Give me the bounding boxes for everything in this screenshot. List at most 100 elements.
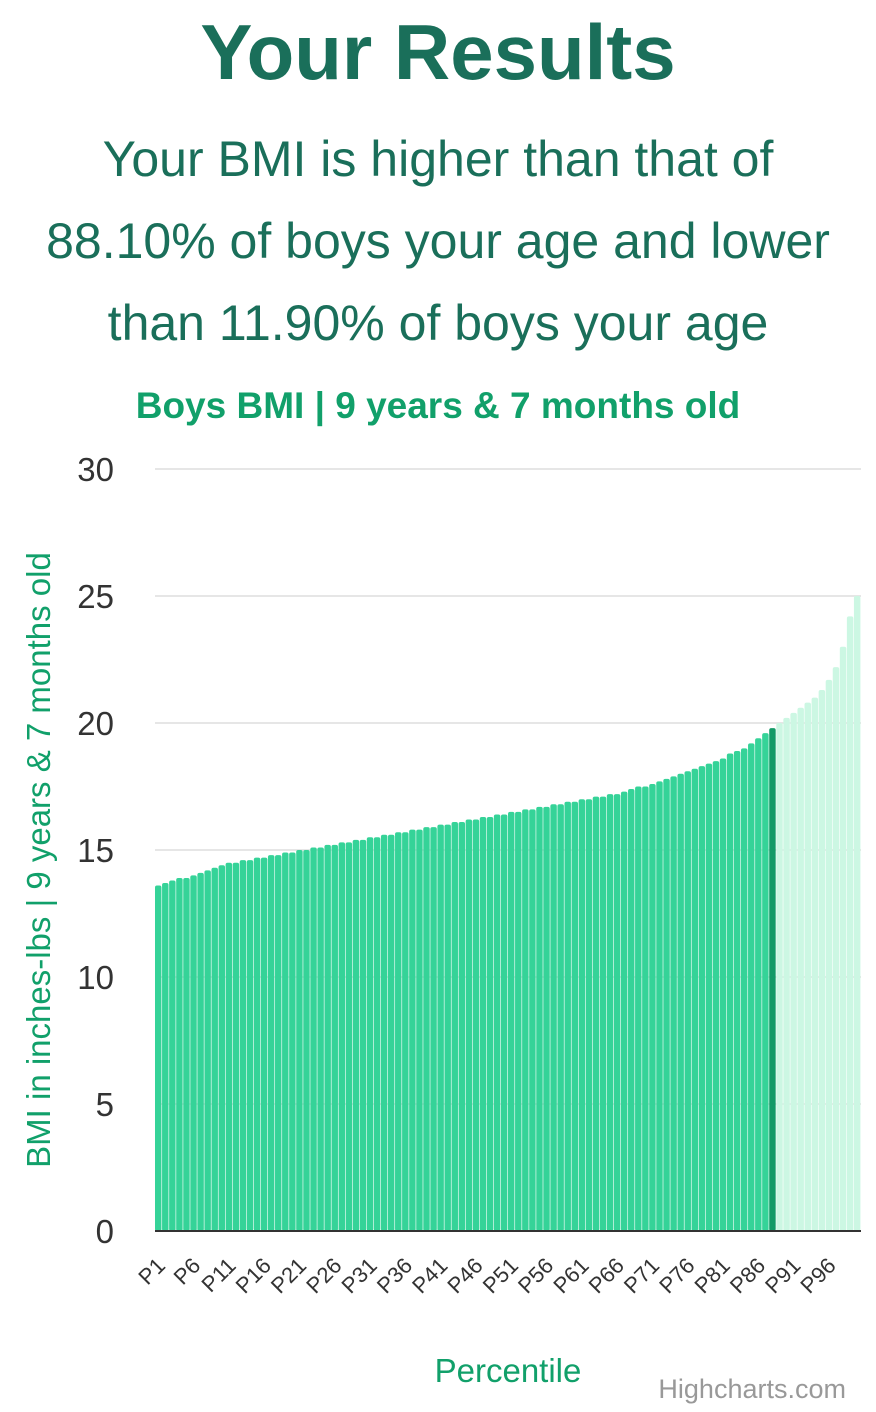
bar-P23[interactable]: [310, 847, 317, 1231]
bar-P18[interactable]: [275, 855, 282, 1231]
bar-P75[interactable]: [677, 773, 684, 1231]
bar-P98[interactable]: [839, 646, 847, 1231]
bar-P21[interactable]: [296, 850, 303, 1231]
bar-P71[interactable]: [649, 783, 656, 1231]
bar-P91[interactable]: [790, 712, 797, 1231]
bar-P35[interactable]: [395, 832, 402, 1231]
bar-P2[interactable]: [162, 883, 169, 1231]
bar-P32[interactable]: [373, 837, 381, 1231]
bar-P45[interactable]: [465, 819, 473, 1231]
bar-P78[interactable]: [698, 766, 706, 1231]
bar-P94[interactable]: [811, 697, 819, 1231]
bar-P52[interactable]: [515, 811, 522, 1231]
bar-P1[interactable]: [155, 885, 162, 1231]
bar-P70[interactable]: [642, 786, 649, 1232]
bar-P9[interactable]: [211, 867, 218, 1231]
bar-P66[interactable]: [613, 794, 621, 1231]
bar-P25[interactable]: [324, 844, 331, 1231]
bar-P74[interactable]: [670, 776, 677, 1231]
bar-P38[interactable]: [416, 829, 423, 1231]
bar-P81[interactable]: [719, 758, 727, 1231]
bar-P48[interactable]: [486, 816, 494, 1231]
bar-P82[interactable]: [726, 753, 734, 1231]
bar-P36[interactable]: [402, 832, 409, 1231]
bar-P99[interactable]: [846, 616, 854, 1231]
bar-P58[interactable]: [557, 804, 564, 1231]
bar-P68[interactable]: [628, 789, 635, 1231]
bar-P61[interactable]: [578, 799, 586, 1231]
bar-P34[interactable]: [387, 834, 395, 1231]
credits-link[interactable]: Highcharts.com: [658, 1374, 846, 1404]
bar-P93[interactable]: [804, 702, 811, 1231]
bar-P63[interactable]: [592, 796, 600, 1231]
bar-P86[interactable]: [755, 738, 762, 1231]
bar-P64[interactable]: [599, 796, 607, 1231]
bar-P76[interactable]: [684, 771, 691, 1231]
bar-P14[interactable]: [246, 860, 254, 1231]
bar-P11[interactable]: [225, 862, 233, 1231]
bar-P54[interactable]: [529, 809, 536, 1231]
bar-P69[interactable]: [635, 786, 642, 1232]
bar-P43[interactable]: [451, 822, 458, 1231]
bar-P29[interactable]: [352, 839, 360, 1231]
bar-P27[interactable]: [338, 842, 346, 1231]
bar-P80[interactable]: [712, 761, 720, 1231]
bar-P62[interactable]: [585, 799, 593, 1231]
bar-P13[interactable]: [239, 860, 247, 1231]
bar-P87[interactable]: [762, 733, 769, 1231]
bar-P90[interactable]: [783, 717, 790, 1231]
bar-P16[interactable]: [260, 857, 268, 1231]
bar-P15[interactable]: [253, 857, 261, 1231]
bar-P96[interactable]: [825, 679, 833, 1231]
bar-P17[interactable]: [267, 855, 275, 1231]
bar-P72[interactable]: [656, 781, 663, 1231]
bar-P39[interactable]: [423, 827, 430, 1231]
bar-P26[interactable]: [331, 844, 338, 1231]
bar-P8[interactable]: [204, 870, 211, 1231]
bar-P83[interactable]: [733, 750, 741, 1231]
bar-P12[interactable]: [232, 862, 240, 1231]
bar-P92[interactable]: [797, 707, 804, 1231]
bar-P56[interactable]: [543, 806, 550, 1231]
bar-P88[interactable]: [769, 728, 776, 1231]
bar-P46[interactable]: [472, 819, 480, 1231]
bar-P51[interactable]: [508, 811, 515, 1231]
bar-P84[interactable]: [740, 748, 748, 1231]
bar-P100[interactable]: [853, 596, 861, 1231]
bar-P44[interactable]: [458, 822, 466, 1231]
bar-P19[interactable]: [282, 852, 289, 1231]
bar-P42[interactable]: [444, 824, 451, 1231]
bar-P40[interactable]: [430, 827, 437, 1231]
bar-P79[interactable]: [705, 763, 713, 1231]
bar-P85[interactable]: [748, 743, 755, 1231]
bar-P65[interactable]: [606, 794, 614, 1231]
bar-P6[interactable]: [190, 875, 197, 1231]
bar-P7[interactable]: [197, 872, 204, 1231]
bar-P53[interactable]: [522, 809, 529, 1231]
bar-P41[interactable]: [437, 824, 444, 1231]
bar-P37[interactable]: [409, 829, 416, 1231]
bar-P22[interactable]: [303, 850, 310, 1231]
bar-P3[interactable]: [169, 880, 176, 1231]
bar-P30[interactable]: [359, 839, 367, 1231]
bar-P77[interactable]: [691, 768, 699, 1231]
bar-P97[interactable]: [832, 667, 840, 1231]
bar-series[interactable]: [155, 596, 861, 1232]
bar-P67[interactable]: [620, 791, 628, 1231]
bar-P60[interactable]: [571, 801, 578, 1231]
bar-P89[interactable]: [776, 723, 783, 1231]
bar-P55[interactable]: [536, 806, 543, 1231]
bar-P5[interactable]: [183, 877, 190, 1231]
bar-P50[interactable]: [500, 814, 508, 1231]
bar-P73[interactable]: [663, 778, 670, 1231]
bar-P57[interactable]: [550, 804, 557, 1231]
bar-P4[interactable]: [176, 877, 183, 1231]
bar-P33[interactable]: [380, 834, 388, 1231]
bar-P31[interactable]: [366, 837, 374, 1231]
bar-P24[interactable]: [317, 847, 324, 1231]
bar-P28[interactable]: [345, 842, 353, 1231]
bar-P95[interactable]: [818, 689, 826, 1231]
bar-P49[interactable]: [493, 814, 501, 1231]
bar-P20[interactable]: [289, 852, 296, 1231]
bar-P10[interactable]: [218, 865, 225, 1231]
